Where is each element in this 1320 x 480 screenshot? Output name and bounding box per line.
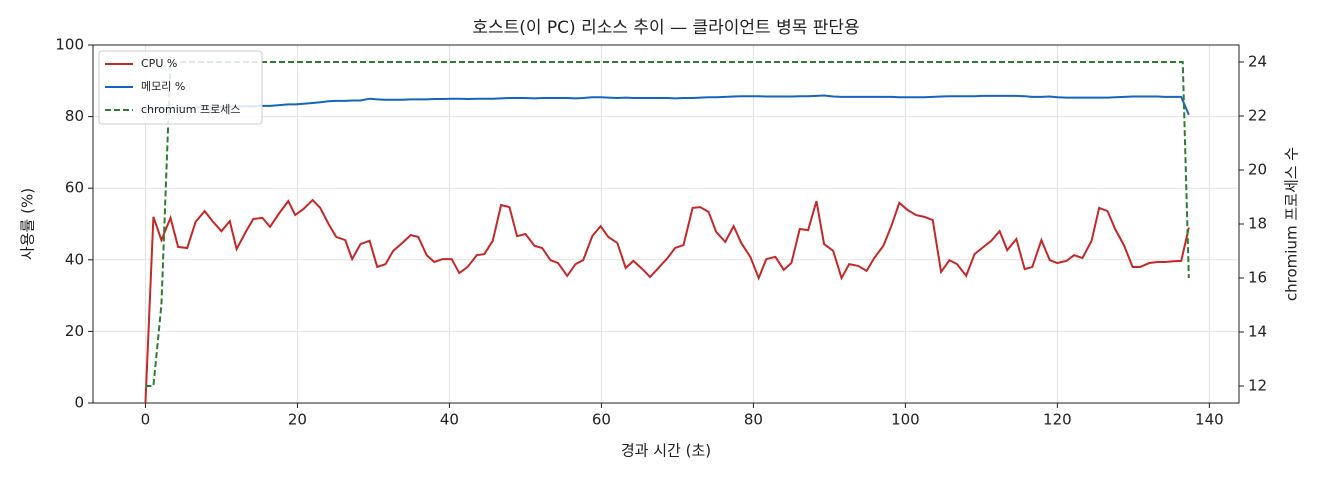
y-tick-label: 0 [74,394,84,412]
y2-axis-label: chromium 프로세스 수 [1283,147,1301,301]
y2-tick-label: 24 [1248,53,1267,71]
y2-tick-label: 16 [1248,268,1267,286]
x-tick-label: 140 [1195,411,1224,429]
x-tick-label: 0 [141,411,151,429]
legend-label: CPU % [141,57,177,70]
series-line [144,198,1190,404]
y-axis-label: 사용률 (%) [19,188,37,260]
y-tick-label: 100 [55,36,84,54]
y2-tick-label: 14 [1248,322,1267,340]
x-tick-label: 40 [440,411,459,429]
x-tick-label: 100 [891,411,920,429]
x-tick-label: 80 [744,411,763,429]
y2-tick-label: 12 [1248,376,1267,394]
legend-label: chromium 프로세스 [141,103,240,116]
plot-frame [92,44,1240,404]
y2-tick-label: 22 [1248,107,1267,125]
x-tick-label: 60 [592,411,611,429]
y-tick-label: 60 [65,179,84,197]
series-line [145,94,1190,116]
x-axis-label: 경과 시간 (초) [621,442,711,460]
y-tick-label: 80 [65,107,84,125]
series-line [145,61,1190,387]
x-tick-label: 120 [1043,411,1072,429]
y-tick-label: 40 [65,250,84,268]
chart-title: 호스트(이 PC) 리소스 추이 — 클라이언트 병목 판단용 [472,18,859,38]
y2-tick-label: 20 [1248,161,1267,179]
legend-label: 메모리 % [141,80,185,93]
legend-box [98,50,263,125]
y-tick-label: 20 [65,322,84,340]
x-tick-label: 20 [288,411,307,429]
y2-tick-label: 18 [1248,215,1267,233]
